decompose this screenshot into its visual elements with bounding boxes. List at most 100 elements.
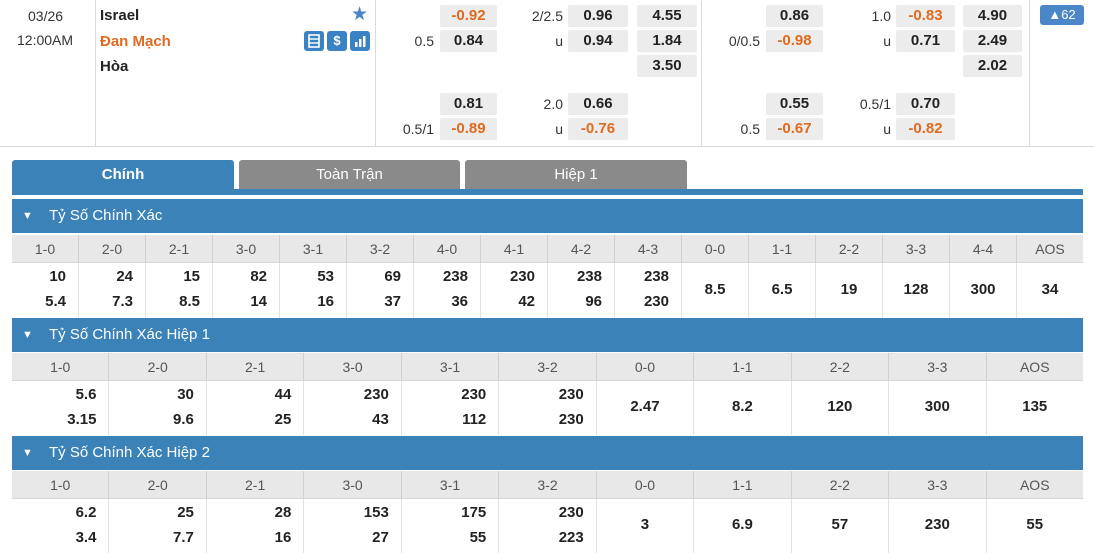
odds-value[interactable]: 55 bbox=[1026, 516, 1044, 533]
odds-value[interactable]: 153 bbox=[363, 504, 389, 521]
tab-full-time[interactable]: Toàn Trận bbox=[239, 160, 460, 189]
odd-ft-1x2-home[interactable]: 4.55 bbox=[637, 5, 697, 27]
score-odds-cell[interactable]: 175 55 bbox=[402, 499, 500, 553]
odds-value[interactable]: 55 bbox=[469, 529, 487, 546]
score-odds-cell[interactable]: 8.5 bbox=[682, 263, 749, 318]
odds-value[interactable]: 37 bbox=[384, 293, 401, 310]
section-header[interactable]: ▼ Tỷ Số Chính Xác bbox=[12, 199, 1083, 233]
score-odds-cell[interactable]: 5.6 3.15 bbox=[12, 381, 110, 435]
odds-value[interactable]: 3.4 bbox=[75, 529, 97, 546]
odds-value[interactable]: 300 bbox=[970, 281, 996, 298]
score-odds-cell[interactable]: 25 7.7 bbox=[109, 499, 207, 553]
dollar-icon[interactable]: $ bbox=[327, 31, 347, 51]
odds-value[interactable]: 15 bbox=[183, 268, 200, 285]
bar-chart-icon[interactable] bbox=[350, 31, 370, 51]
score-odds-cell[interactable]: 6.2 3.4 bbox=[12, 499, 110, 553]
odds-value[interactable]: 57 bbox=[831, 516, 849, 533]
odds-value[interactable]: 230 bbox=[558, 386, 584, 403]
odds-value[interactable]: 8.2 bbox=[731, 398, 753, 415]
score-odds-cell[interactable]: 30 9.6 bbox=[109, 381, 207, 435]
score-odds-cell[interactable]: 120 bbox=[792, 381, 890, 435]
odds-value[interactable]: 5.4 bbox=[45, 293, 66, 310]
odds-value[interactable]: 27 bbox=[372, 529, 389, 546]
odd-ht-handicap2-home[interactable]: 0.55 bbox=[766, 93, 823, 115]
odds-value[interactable]: 69 bbox=[384, 268, 401, 285]
score-odds-cell[interactable]: 44 25 bbox=[207, 381, 305, 435]
score-odds-cell[interactable]: 135 bbox=[987, 381, 1083, 435]
score-odds-cell[interactable]: 69 37 bbox=[347, 263, 414, 318]
odd-ft-handicap2-away[interactable]: -0.89 bbox=[440, 118, 497, 140]
odds-value[interactable]: 230 bbox=[558, 504, 584, 521]
score-odds-cell[interactable]: 238 36 bbox=[414, 263, 481, 318]
odd-ft-1x2-away[interactable]: 1.84 bbox=[637, 30, 697, 52]
odds-value[interactable]: 230 bbox=[558, 411, 584, 428]
score-odds-cell[interactable]: 238 230 bbox=[615, 263, 682, 318]
score-odds-cell[interactable]: 230 112 bbox=[402, 381, 500, 435]
odds-value[interactable]: 16 bbox=[317, 293, 334, 310]
odds-value[interactable]: 230 bbox=[461, 386, 487, 403]
odds-value[interactable]: 16 bbox=[274, 529, 292, 546]
score-odds-cell[interactable]: 153 27 bbox=[304, 499, 402, 553]
odds-value[interactable]: 238 bbox=[643, 268, 669, 285]
score-odds-cell[interactable]: 53 16 bbox=[280, 263, 347, 318]
score-odds-cell[interactable]: 3 bbox=[597, 499, 695, 553]
odds-value[interactable]: 6.9 bbox=[731, 516, 753, 533]
odds-value[interactable]: 3.15 bbox=[67, 411, 97, 428]
odds-value[interactable]: 300 bbox=[924, 398, 950, 415]
score-odds-cell[interactable]: 230 223 bbox=[499, 499, 597, 553]
score-odds-cell[interactable]: 230 230 bbox=[499, 381, 597, 435]
odds-value[interactable]: 53 bbox=[317, 268, 334, 285]
odds-value[interactable]: 30 bbox=[177, 386, 194, 403]
chevron-down-icon[interactable]: ▼ bbox=[22, 447, 33, 459]
odds-value[interactable]: 28 bbox=[274, 504, 292, 521]
section-header[interactable]: ▼ Tỷ Số Chính Xác Hiệp 2 bbox=[12, 436, 1083, 470]
score-odds-cell[interactable]: 128 bbox=[883, 263, 950, 318]
score-odds-cell[interactable]: 230 43 bbox=[304, 381, 402, 435]
odd-ht-1x2-home[interactable]: 4.90 bbox=[963, 5, 1022, 27]
odds-value[interactable]: 2.47 bbox=[630, 398, 660, 415]
score-odds-cell[interactable]: 57 bbox=[792, 499, 890, 553]
odds-value[interactable]: 223 bbox=[558, 529, 584, 546]
odd-ft-handicap2-home[interactable]: 0.81 bbox=[440, 93, 497, 115]
home-team[interactable]: Israel bbox=[100, 7, 140, 24]
score-odds-cell[interactable]: 15 8.5 bbox=[146, 263, 213, 318]
odd-ft-over[interactable]: 0.96 bbox=[568, 5, 628, 27]
score-odds-cell[interactable]: 230 bbox=[889, 499, 987, 553]
score-odds-cell[interactable]: 34 bbox=[1017, 263, 1083, 318]
score-odds-cell[interactable]: 19 bbox=[816, 263, 883, 318]
odd-ht-handicap2-away[interactable]: -0.67 bbox=[766, 118, 823, 140]
odds-value[interactable]: 8.5 bbox=[704, 281, 726, 298]
odds-value[interactable]: 43 bbox=[372, 411, 389, 428]
odds-value[interactable]: 120 bbox=[827, 398, 853, 415]
odd-ht-handicap-away[interactable]: -0.98 bbox=[766, 30, 823, 52]
odd-ht-1x2-away[interactable]: 2.49 bbox=[963, 30, 1022, 52]
star-icon[interactable]: ★ bbox=[351, 4, 369, 25]
odd-ht-handicap-home[interactable]: 0.86 bbox=[766, 5, 823, 27]
score-odds-cell[interactable]: 230 42 bbox=[481, 263, 548, 318]
chevron-down-icon[interactable]: ▼ bbox=[22, 210, 33, 222]
odds-value[interactable]: 230 bbox=[363, 386, 389, 403]
odd-ft-under2[interactable]: -0.76 bbox=[568, 118, 628, 140]
score-odds-cell[interactable]: 6.9 bbox=[694, 499, 792, 553]
away-team[interactable]: Đan Mạch bbox=[100, 33, 171, 50]
odds-value[interactable]: 230 bbox=[924, 516, 950, 533]
odds-value[interactable]: 112 bbox=[462, 411, 487, 428]
odds-value[interactable]: 7.3 bbox=[112, 293, 133, 310]
odds-value[interactable]: 9.6 bbox=[173, 411, 194, 428]
score-odds-cell[interactable]: 300 bbox=[889, 381, 987, 435]
score-odds-cell[interactable]: 300 bbox=[950, 263, 1017, 318]
odds-value[interactable]: 34 bbox=[1041, 281, 1059, 298]
tab-main[interactable]: Chính bbox=[12, 160, 234, 189]
odds-value[interactable]: 238 bbox=[576, 268, 602, 285]
table-icon[interactable] bbox=[304, 31, 324, 51]
more-markets-badge[interactable]: ▲62 bbox=[1040, 5, 1084, 25]
odd-ft-under[interactable]: 0.94 bbox=[568, 30, 628, 52]
odds-value[interactable]: 25 bbox=[274, 411, 292, 428]
odds-value[interactable]: 42 bbox=[518, 293, 535, 310]
odds-value[interactable]: 238 bbox=[442, 268, 468, 285]
odds-value[interactable]: 6.5 bbox=[771, 281, 793, 298]
odds-value[interactable]: 175 bbox=[461, 504, 487, 521]
odds-value[interactable]: 10 bbox=[49, 268, 66, 285]
odds-value[interactable]: 6.2 bbox=[75, 504, 97, 521]
odds-value[interactable]: 128 bbox=[903, 281, 929, 298]
